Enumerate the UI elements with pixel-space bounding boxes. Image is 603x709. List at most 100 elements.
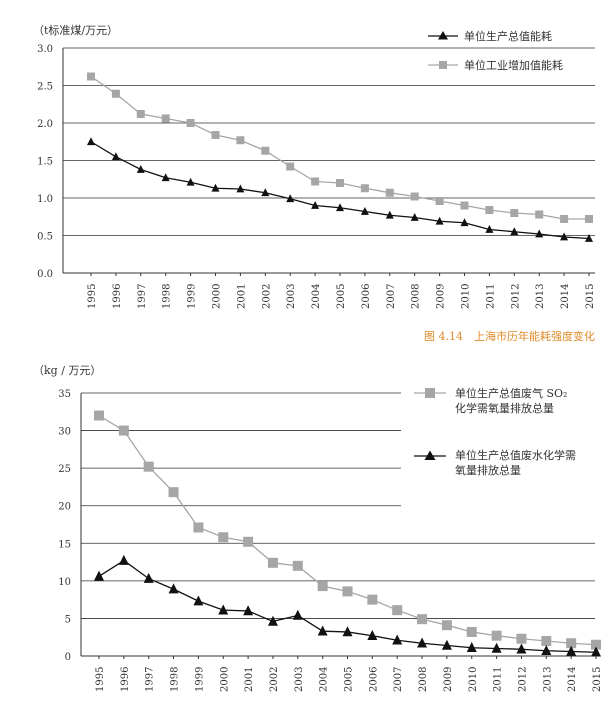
data-point-triangle (435, 216, 444, 225)
x-tick-label: 2005 (344, 667, 355, 692)
data-point-triangle (193, 595, 204, 606)
data-point-triangle (236, 184, 245, 193)
data-point-triangle (261, 188, 270, 197)
data-point-square (168, 487, 179, 498)
data-point-triangle (118, 554, 129, 565)
y-tick-label: 25 (58, 464, 71, 475)
x-tick-label: 2010 (468, 667, 479, 692)
chart2-x-ticks: 1995 1996 1997 1998 1999 2000 2001 2002 2003 2004… (95, 656, 603, 692)
chart1-series (87, 72, 593, 242)
x-tick-label: 2011 (485, 284, 496, 309)
legend1-triangle-marker (438, 31, 448, 40)
x-tick-label: 2004 (319, 667, 330, 692)
data-point-triangle (111, 152, 120, 161)
chart2-series (94, 410, 601, 657)
y-tick-label: 0.5 (37, 232, 53, 243)
x-tick-label: 2011 (493, 667, 504, 692)
data-point-square (286, 162, 295, 171)
x-tick-label: 2007 (393, 667, 404, 692)
x-tick-label: 1996 (112, 284, 123, 309)
x-tick-label: 1995 (95, 667, 106, 692)
data-point-square (460, 201, 469, 210)
data-point-square (441, 620, 452, 631)
data-point-triangle (367, 630, 378, 640)
x-tick-label: 1998 (162, 284, 173, 309)
data-point-square (161, 114, 170, 123)
x-tick-label: 1997 (145, 667, 156, 692)
data-point-square (336, 179, 344, 187)
x-tick-label: 2003 (286, 284, 297, 309)
data-point-triangle (585, 233, 593, 242)
y-tick-label: 35 (58, 389, 71, 400)
chart2-y-ticks: 0 5 10 15 20 25 30 35 (58, 389, 71, 663)
chart1-unit-label: （t标准煤/万元） (33, 23, 118, 37)
data-point-triangle (566, 645, 577, 656)
data-point-triangle (243, 605, 254, 616)
x-tick-label: 2015 (585, 284, 596, 309)
data-point-triangle (143, 572, 154, 583)
data-point-square (510, 209, 519, 217)
x-tick-label: 2009 (443, 667, 454, 692)
legend2-square-marker (425, 388, 435, 398)
x-tick-label: 2010 (461, 284, 472, 309)
data-point-triangle (336, 203, 344, 212)
x-tick-label: 1999 (194, 667, 205, 692)
data-point-square (585, 215, 593, 223)
y-tick-label: 1.5 (37, 157, 53, 168)
x-tick-label: 2014 (567, 667, 578, 692)
x-tick-label: 2004 (311, 284, 322, 309)
chart1-x-ticks: 1995 1996 1997 1998 1999 2000 2001 2002 2003 2004… (87, 273, 596, 309)
data-point-triangle (87, 137, 95, 146)
data-point-square (485, 206, 494, 214)
data-point-square (136, 110, 145, 118)
data-point-square (392, 605, 403, 616)
data-point-square (143, 461, 154, 472)
x-tick-label: 2003 (294, 667, 305, 692)
data-point-triangle (417, 637, 428, 648)
data-point-triangle (460, 218, 469, 227)
data-point-triangle (392, 634, 403, 645)
data-point-square (218, 532, 229, 543)
data-point-triangle (311, 200, 320, 209)
data-point-square (292, 560, 303, 571)
x-tick-label: 2008 (411, 284, 422, 309)
x-tick-label: 2007 (386, 284, 397, 309)
x-tick-label: 2000 (219, 667, 230, 692)
x-tick-label: 2009 (436, 284, 447, 309)
data-point-triangle (441, 639, 452, 650)
data-point-triangle (317, 625, 328, 636)
data-point-triangle (410, 212, 419, 221)
data-point-triangle (485, 224, 494, 233)
legend2-label-so2-line2: 化学需氧量排放总量 (455, 401, 554, 415)
x-tick-label: 2001 (244, 667, 255, 692)
data-point-square (87, 72, 95, 81)
data-point-square (435, 197, 444, 205)
data-point-triangle (541, 645, 552, 656)
data-point-square (560, 215, 569, 223)
chart1-legend: 单位生产总值能耗 单位工业增加值能耗 (428, 29, 563, 72)
y-tick-label: 5 (65, 614, 71, 625)
x-tick-label: 1996 (120, 667, 131, 692)
data-point-square (111, 89, 120, 98)
data-point-triangle (466, 642, 477, 653)
data-point-square (261, 146, 270, 155)
data-point-triangle (385, 210, 394, 219)
data-point-square (342, 586, 353, 597)
data-point-square (535, 210, 544, 219)
legend1-label-energy: 单位生产总值能耗 (464, 29, 552, 43)
data-point-square (243, 536, 254, 547)
x-tick-label: 2005 (336, 284, 347, 309)
chart2-unit-label: （kg / 万元） (33, 364, 101, 377)
x-tick-label: 2002 (269, 667, 280, 692)
y-tick-label: 30 (58, 427, 71, 438)
data-point-triangle (186, 177, 195, 186)
data-point-square (385, 188, 394, 197)
data-point-triangle (211, 183, 220, 192)
y-tick-label: 0 (65, 652, 71, 663)
data-point-square (466, 626, 477, 637)
y-tick-label: 3.0 (37, 44, 53, 55)
data-point-triangle (218, 604, 229, 615)
data-point-triangle (94, 570, 104, 581)
x-tick-label: 2013 (535, 284, 546, 309)
